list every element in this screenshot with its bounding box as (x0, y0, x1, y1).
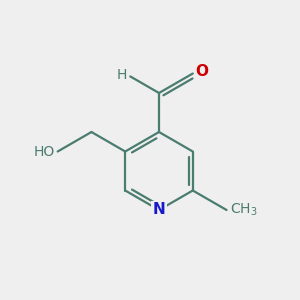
Text: N: N (153, 202, 165, 217)
Text: HO: HO (33, 145, 55, 158)
Text: CH$_3$: CH$_3$ (230, 202, 258, 218)
Text: O: O (195, 64, 208, 80)
Text: H: H (116, 68, 127, 82)
